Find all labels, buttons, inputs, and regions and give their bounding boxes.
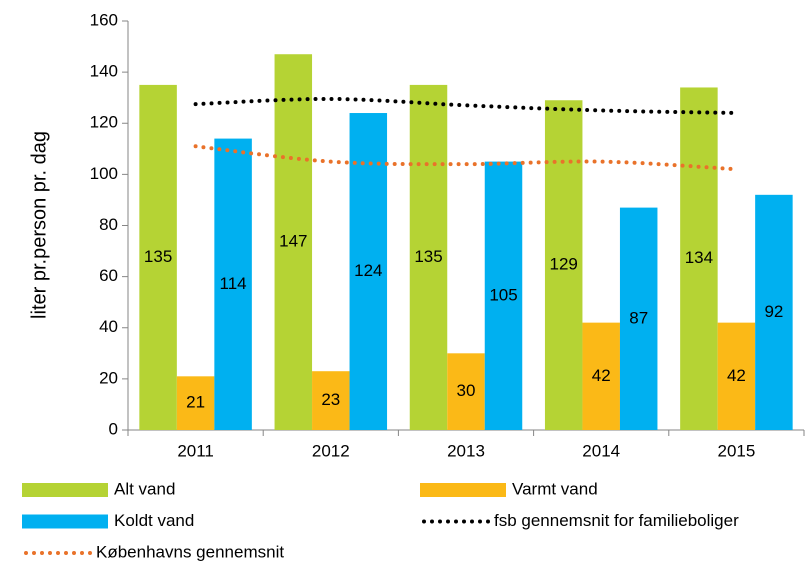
y-tick-label: 0 — [109, 419, 118, 438]
legend-swatch — [22, 514, 108, 529]
bar — [582, 322, 620, 430]
x-tick-label: 2012 — [312, 441, 350, 460]
x-tick-label: 2015 — [717, 441, 755, 460]
data-label: 134 — [685, 248, 713, 267]
y-tick-label: 140 — [90, 62, 118, 81]
bar — [349, 113, 388, 431]
bar — [447, 353, 485, 430]
legend-label: Koldt vand — [114, 511, 194, 530]
data-label: 42 — [727, 366, 746, 385]
y-tick-label: 20 — [99, 368, 118, 387]
data-label: 135 — [414, 247, 442, 266]
bar — [755, 194, 793, 430]
y-tick-label: 100 — [90, 164, 118, 183]
y-tick-label: 120 — [90, 113, 118, 132]
bar — [139, 84, 177, 430]
x-tick-label: 2013 — [447, 441, 485, 460]
data-label: 135 — [144, 247, 172, 266]
data-label: 30 — [457, 381, 476, 400]
bar — [619, 207, 658, 430]
legend-label: Københavns gennemsnit — [96, 542, 284, 561]
x-tick-label: 2011 — [177, 441, 214, 460]
y-tick-label: 160 — [90, 10, 118, 29]
y-axis-label: liter pr.person pr. dag — [28, 131, 50, 319]
data-label: 92 — [764, 302, 783, 321]
data-label: 147 — [279, 232, 307, 251]
legend-label: Alt vand — [114, 479, 175, 498]
y-tick-label: 40 — [99, 317, 118, 336]
bar — [274, 54, 313, 430]
bar — [717, 322, 756, 430]
data-label: 23 — [321, 390, 340, 409]
bar — [176, 376, 215, 430]
data-label: 87 — [629, 308, 648, 327]
legend-swatch — [22, 483, 108, 497]
data-label: 21 — [186, 393, 205, 412]
data-label: 129 — [550, 255, 578, 274]
bar — [409, 84, 448, 430]
y-tick-label: 60 — [99, 266, 118, 285]
data-label: 42 — [592, 366, 611, 385]
legend-label: Varmt vand — [512, 479, 598, 498]
line — [193, 144, 739, 172]
data-label: 114 — [220, 274, 247, 293]
data-label: 124 — [354, 261, 382, 280]
bar — [484, 161, 523, 430]
y-tick-label: 80 — [99, 215, 118, 234]
data-label: 105 — [489, 285, 517, 304]
legend-label: fsb gennemsnit for familieboliger — [494, 511, 739, 530]
bar — [214, 138, 252, 430]
x-tick-label: 2014 — [582, 441, 620, 460]
bar — [312, 371, 350, 430]
bar — [680, 87, 718, 431]
line — [193, 96, 739, 116]
legend-swatch — [420, 483, 506, 497]
bar — [544, 100, 583, 431]
